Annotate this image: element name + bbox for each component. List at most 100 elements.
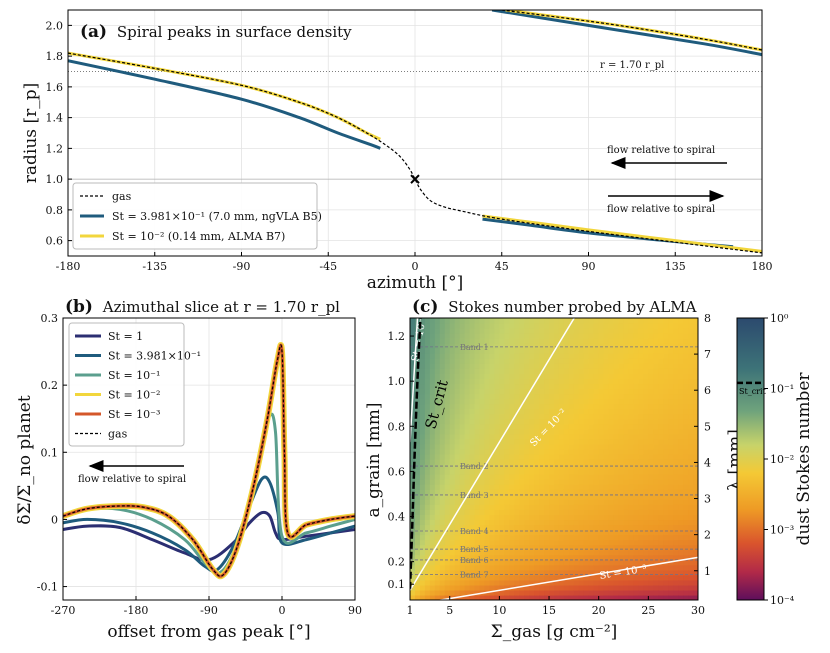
heat-cell bbox=[410, 569, 416, 576]
heat-cell bbox=[608, 353, 615, 359]
heat-cell bbox=[568, 519, 575, 526]
heat-cell bbox=[554, 559, 560, 566]
heat-cell bbox=[588, 393, 595, 400]
heat-cell bbox=[563, 383, 570, 390]
heat-cell bbox=[613, 459, 620, 465]
heat-cell bbox=[668, 469, 674, 475]
heat-cell bbox=[558, 504, 565, 510]
heat-cell bbox=[439, 489, 446, 495]
heat-cell bbox=[534, 438, 540, 445]
heat-cell bbox=[429, 469, 436, 475]
heat-cell bbox=[534, 544, 540, 551]
heat-cell bbox=[623, 358, 630, 364]
heat-cell bbox=[454, 574, 461, 581]
heat-cell bbox=[588, 318, 595, 324]
heat-cell bbox=[449, 383, 456, 390]
heat-cell bbox=[429, 464, 436, 470]
heat-cell bbox=[479, 519, 486, 526]
heat-cell bbox=[469, 438, 476, 445]
heat-cell bbox=[683, 564, 689, 571]
heat-cell bbox=[544, 574, 550, 581]
heat-cell bbox=[539, 363, 545, 369]
heat-cell bbox=[549, 514, 555, 521]
heat-cell bbox=[678, 494, 684, 500]
heat-cell bbox=[444, 353, 451, 359]
heat-cell bbox=[549, 338, 555, 344]
heat-cell bbox=[474, 479, 481, 485]
heat-cell bbox=[549, 459, 555, 465]
heat-cell bbox=[544, 403, 550, 410]
heat-cell bbox=[578, 534, 585, 541]
heat-cell bbox=[484, 529, 491, 536]
heat-cell bbox=[608, 529, 615, 536]
heat-cell bbox=[429, 398, 436, 405]
heat-cell bbox=[489, 388, 496, 395]
heat-cell bbox=[578, 479, 585, 485]
heat-cell bbox=[444, 564, 451, 571]
heat-cell bbox=[449, 343, 456, 349]
heat-cell bbox=[469, 413, 476, 420]
heat-cell bbox=[568, 594, 575, 600]
heat-cell bbox=[628, 539, 635, 546]
heat-cell bbox=[544, 569, 550, 576]
heat-cell bbox=[454, 358, 461, 364]
heat-cell bbox=[673, 594, 679, 600]
heat-cell bbox=[484, 403, 491, 410]
heat-cell bbox=[583, 469, 590, 475]
heat-cell bbox=[648, 589, 654, 596]
heat-cell bbox=[524, 474, 530, 480]
heat-cell bbox=[474, 428, 481, 435]
heat-cell bbox=[683, 509, 689, 515]
heat-cell bbox=[633, 453, 640, 460]
heat-cell bbox=[573, 343, 580, 349]
heat-cell bbox=[469, 554, 476, 561]
heat-cell bbox=[618, 383, 625, 390]
heat-cell bbox=[434, 453, 441, 460]
heat-cell bbox=[573, 559, 580, 566]
heat-cell bbox=[459, 519, 466, 526]
heat-cell bbox=[474, 554, 481, 561]
heat-cell bbox=[549, 529, 555, 536]
heat-cell bbox=[573, 504, 580, 510]
heat-cell bbox=[558, 584, 565, 591]
heat-cell bbox=[563, 423, 570, 430]
heat-cell bbox=[494, 509, 500, 515]
heat-cell bbox=[618, 484, 625, 490]
heat-cell bbox=[534, 413, 540, 420]
heat-cell bbox=[519, 338, 525, 344]
heat-cell bbox=[568, 428, 575, 435]
heat-cell bbox=[633, 474, 640, 480]
heat-cell bbox=[618, 474, 625, 480]
heat-cell bbox=[683, 474, 689, 480]
heat-cell bbox=[499, 363, 505, 369]
heat-cell bbox=[519, 383, 525, 390]
heat-cell bbox=[539, 448, 545, 455]
heat-cell bbox=[504, 474, 510, 480]
heat-cell bbox=[618, 594, 625, 600]
heat-cell bbox=[563, 504, 570, 510]
heat-cell bbox=[558, 579, 565, 586]
heat-cell bbox=[668, 433, 674, 440]
heat-cell bbox=[489, 544, 496, 551]
heat-cell bbox=[623, 418, 630, 425]
heat-cell bbox=[693, 343, 698, 349]
heat-cell bbox=[623, 524, 630, 531]
heat-cell bbox=[434, 438, 441, 445]
heat-cell bbox=[573, 524, 580, 531]
heat-cell bbox=[678, 469, 684, 475]
heat-cell bbox=[593, 383, 600, 390]
heat-cell bbox=[603, 353, 610, 359]
heat-cell bbox=[474, 393, 481, 400]
heat-cell bbox=[693, 383, 698, 390]
heat-cell bbox=[583, 459, 590, 465]
heat-cell bbox=[673, 438, 679, 445]
heat-cell bbox=[474, 584, 481, 591]
heat-cell bbox=[514, 529, 520, 536]
heat-cell bbox=[673, 514, 679, 521]
heat-cell bbox=[688, 388, 694, 395]
heat-cell bbox=[648, 554, 654, 561]
heat-cell bbox=[563, 479, 570, 485]
heat-cell bbox=[603, 403, 610, 410]
heat-cell bbox=[424, 388, 431, 395]
